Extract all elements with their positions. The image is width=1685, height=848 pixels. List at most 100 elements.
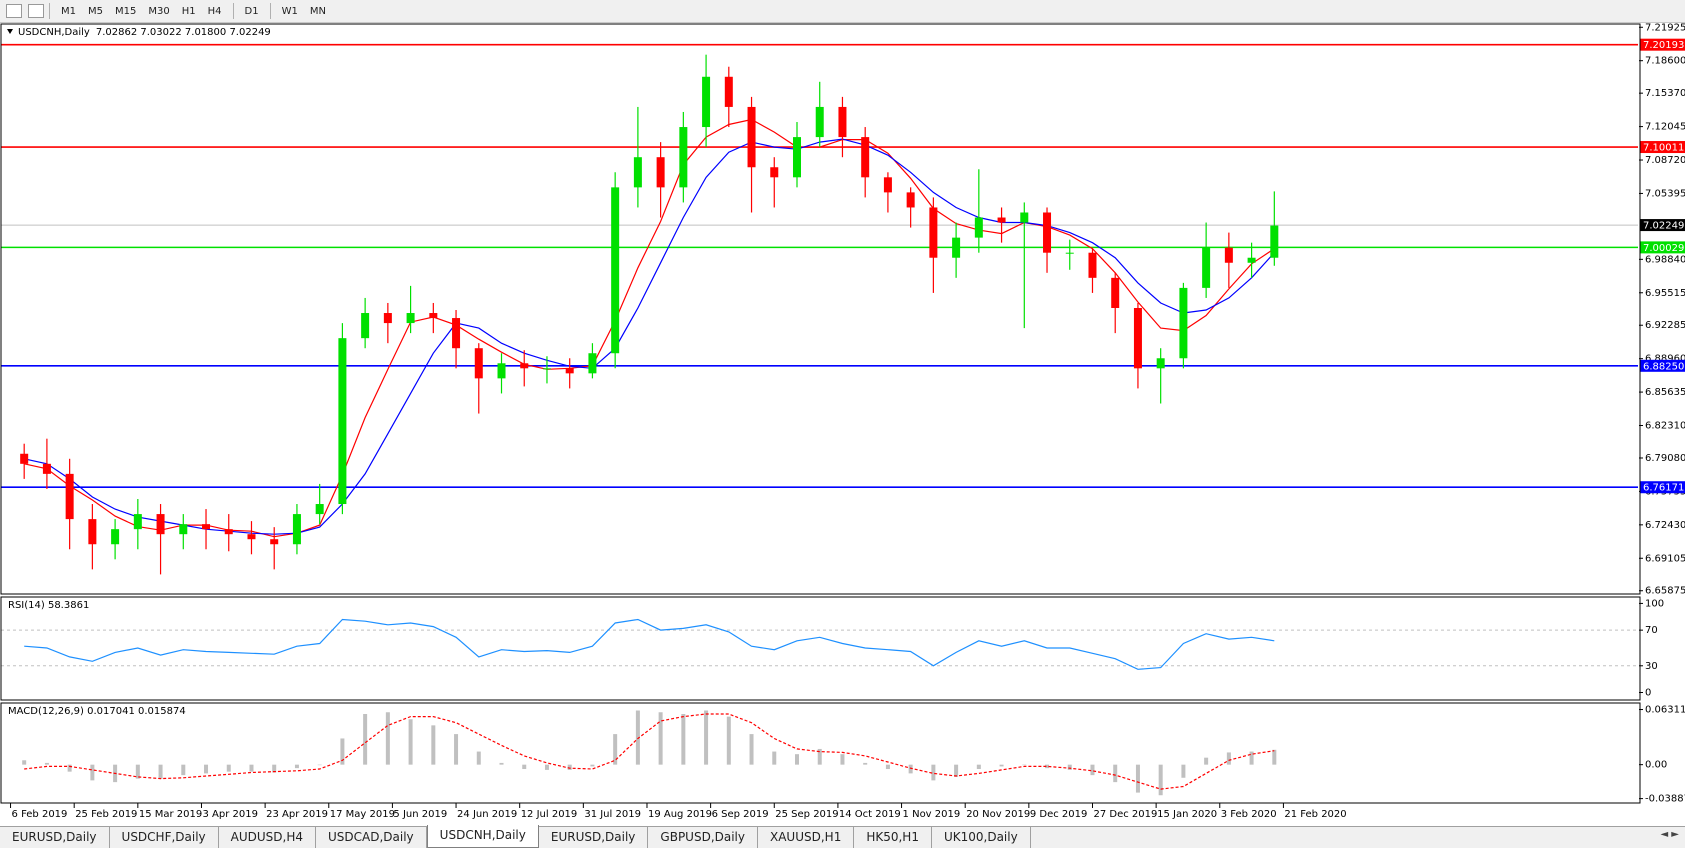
x-tick-label: 21 Feb 2020 — [1284, 809, 1346, 820]
indicator-line — [24, 618, 1275, 670]
y-tick-label: 6.69105 — [1645, 553, 1685, 564]
candle-body — [202, 524, 211, 530]
candle-body — [656, 157, 665, 188]
candle-body — [1247, 257, 1256, 263]
y-tick-label: 0.063113 — [1645, 705, 1685, 716]
y-tick-label: -0.038872 — [1645, 794, 1685, 805]
candle-body — [1111, 277, 1120, 308]
y-tick-label: 70 — [1645, 625, 1658, 636]
candle-body — [452, 318, 461, 349]
x-tick-label: 12 Jul 2019 — [521, 809, 578, 820]
tab-scroll[interactable]: ◄ ► — [1660, 829, 1679, 840]
histogram-bar — [1158, 764, 1163, 796]
signal-line — [24, 713, 1275, 790]
panel-frame — [0, 596, 1641, 701]
level-tag — [1640, 38, 1685, 51]
candle-body — [474, 348, 483, 379]
y-tick-label: 7.18600 — [1645, 56, 1685, 67]
candle-body — [1270, 225, 1279, 258]
shapes-tool[interactable] — [28, 4, 44, 18]
histogram-bar — [1090, 764, 1095, 776]
chart-tab[interactable]: XAUUSD,H1 — [758, 827, 855, 848]
level-tag — [1640, 141, 1685, 154]
chart-tabs: EURUSD,Daily USDCHF,Daily AUDUSD,H4 USDCAD,… — [0, 825, 1685, 848]
histogram-bar — [317, 764, 322, 766]
timeframe-button[interactable]: H4 — [207, 5, 222, 17]
timeframe-button[interactable]: H1 — [181, 5, 196, 17]
y-tick-label: 6.95515 — [1645, 288, 1685, 299]
candle-body — [542, 368, 551, 370]
candle-body — [1133, 307, 1142, 369]
timeframe-button[interactable]: M30 — [148, 5, 170, 17]
y-tick-label: 0 — [1645, 688, 1651, 699]
chart-tab[interactable]: EURUSD,Daily — [539, 827, 649, 848]
chart-tab[interactable]: USDCHF,Daily — [110, 827, 219, 848]
chart-tab[interactable]: AUDUSD,H4 — [219, 827, 317, 848]
histogram-bar — [863, 762, 868, 765]
timeframe-button[interactable]: MN — [309, 5, 326, 17]
histogram-bar — [158, 764, 163, 779]
x-tick-label: 6 Sep 2019 — [712, 809, 769, 820]
x-tick-label: 25 Sep 2019 — [775, 809, 838, 820]
panel-title: RSI(14) 58.3861 — [8, 600, 89, 611]
text-tool[interactable] — [6, 4, 22, 18]
candle-body — [20, 453, 29, 464]
chart-tab[interactable]: EURUSD,Daily — [0, 827, 110, 848]
histogram-bar — [1204, 757, 1209, 765]
histogram-bar — [976, 764, 981, 770]
panel-frame — [0, 702, 1641, 804]
chart-tab[interactable]: USDCAD,Daily — [316, 827, 427, 848]
x-tick-label: 27 Dec 2019 — [1093, 809, 1157, 820]
histogram-bar — [772, 751, 777, 765]
histogram-bar — [499, 762, 504, 765]
chart-tab[interactable]: USDCNH,Daily — [426, 825, 539, 848]
histogram-bar — [249, 764, 254, 772]
histogram-bar — [44, 762, 49, 765]
histogram-bar — [726, 716, 731, 765]
histogram-bar — [476, 751, 481, 765]
histogram-bar — [681, 714, 686, 765]
chart-tab[interactable]: HK50,H1 — [854, 827, 932, 848]
histogram-bar — [1249, 751, 1254, 765]
candle-body — [611, 187, 620, 354]
candle-body — [111, 529, 120, 545]
candle-body — [1020, 212, 1029, 223]
timeframe-button[interactable]: D1 — [244, 5, 259, 17]
timeframe-button[interactable]: M1 — [61, 5, 76, 17]
moving-average — [24, 118, 1275, 538]
y-tick-label: 6.98840 — [1645, 254, 1685, 265]
histogram-bar — [1272, 749, 1277, 765]
level-tag-label: 7.00029 — [1643, 243, 1684, 254]
level-tag — [1640, 359, 1685, 372]
candle-body — [270, 539, 279, 545]
toolbar: M1 M5 M15 M30 H1 H4 D1 W1 MN — [0, 0, 1685, 23]
candle-body — [861, 137, 870, 178]
candle-body — [997, 217, 1006, 223]
candle-body — [1156, 358, 1165, 369]
chart-tab[interactable]: UK100,Daily — [932, 827, 1031, 848]
candle-body — [338, 338, 347, 505]
timeframe-button[interactable]: M15 — [115, 5, 137, 17]
histogram-bar — [1113, 764, 1118, 783]
x-tick-label: 15 Mar 2019 — [139, 809, 202, 820]
candle-body — [1224, 247, 1233, 263]
candle-body — [747, 106, 756, 168]
timeframe-button[interactable]: M5 — [88, 5, 103, 17]
candle-body — [724, 76, 733, 107]
histogram-bar — [363, 714, 368, 765]
y-tick-label: 7.21925 — [1645, 22, 1685, 33]
histogram-bar — [999, 764, 1004, 767]
y-tick-label: 6.82310 — [1645, 421, 1685, 432]
x-tick-label: 23 Apr 2019 — [266, 809, 328, 820]
histogram-bar — [272, 764, 277, 773]
timeframe-button[interactable]: W1 — [281, 5, 298, 17]
histogram-bar — [817, 748, 822, 765]
level-tag-label: 7.10011 — [1643, 143, 1684, 154]
chart-tab[interactable]: GBPUSD,Daily — [648, 827, 758, 848]
histogram-bar — [567, 764, 572, 770]
candle-body — [520, 363, 529, 369]
level-tag — [1640, 241, 1685, 254]
histogram-bar — [590, 764, 595, 767]
moving-average — [24, 138, 1275, 535]
